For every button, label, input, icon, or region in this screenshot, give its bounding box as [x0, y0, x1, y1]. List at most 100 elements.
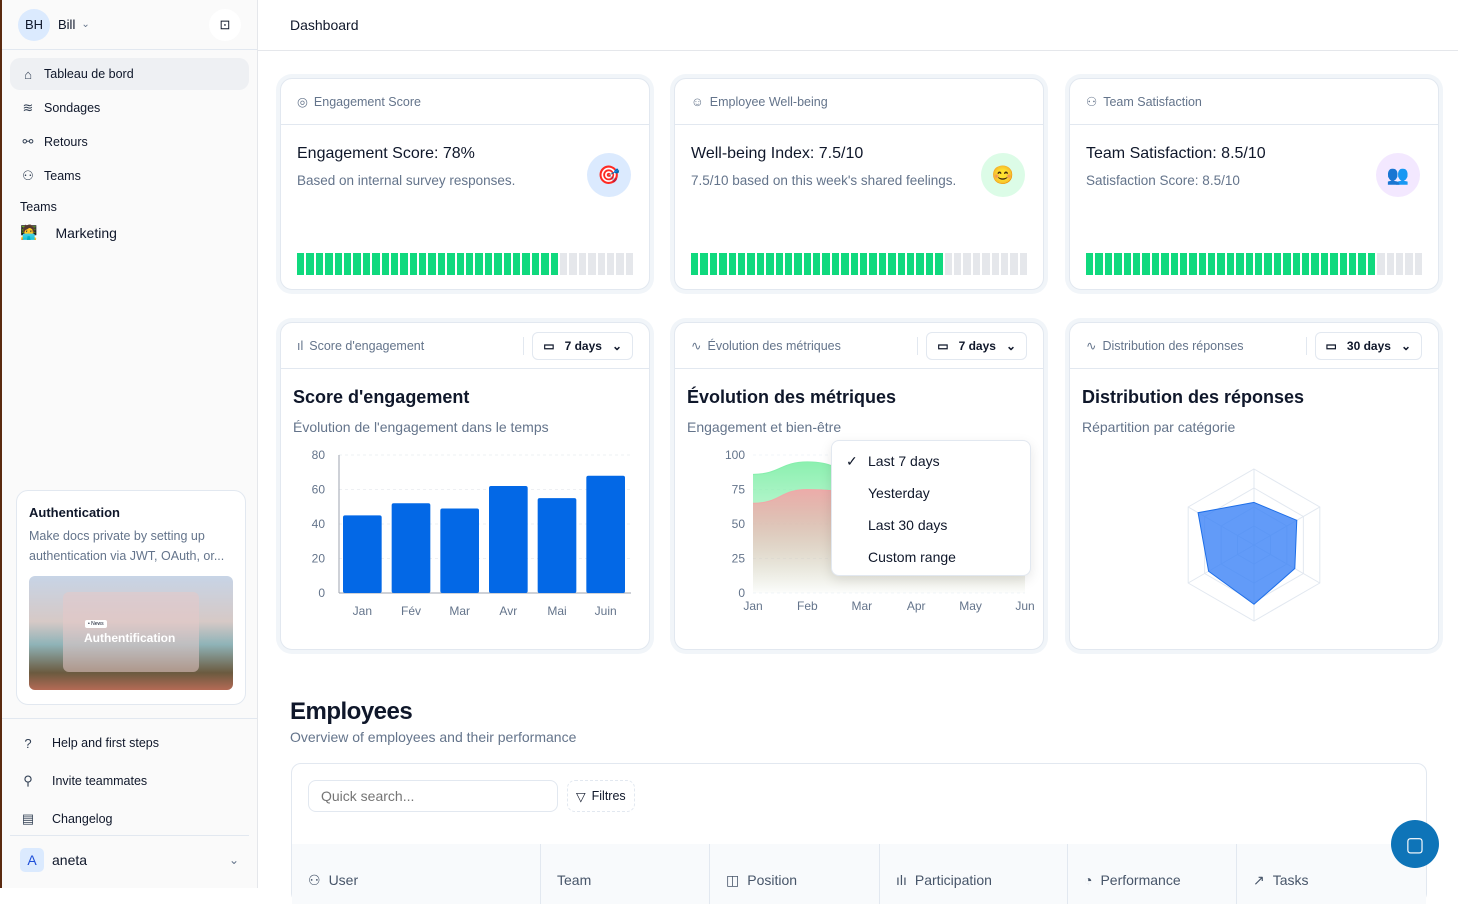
- progress-segment: [1198, 253, 1207, 275]
- bar: [440, 508, 479, 593]
- sidebar-item-dashboard[interactable]: ⌂ Tableau de bord: [10, 58, 249, 90]
- card-header: Score d'engagement: [309, 338, 425, 353]
- dropdown-item[interactable]: ✓ Last 7 days: [832, 445, 1030, 477]
- check-icon: ✓: [846, 452, 858, 469]
- progress-segment: [1301, 253, 1310, 275]
- help-link[interactable]: ? Help and first steps: [10, 725, 249, 761]
- progress-segment: [766, 253, 774, 275]
- y-tick-label: 100: [725, 448, 745, 462]
- column-performance[interactable]: ◔ Performance: [1068, 844, 1237, 904]
- dropdown-item-label: Custom range: [868, 549, 956, 565]
- bar: [391, 503, 431, 593]
- progress-segment: [1405, 253, 1413, 275]
- users-icon: ⚇: [308, 871, 321, 888]
- user-name[interactable]: Bill: [58, 17, 76, 32]
- nav-label: Invite teammates: [52, 774, 148, 788]
- progress-segment: [1151, 253, 1160, 275]
- progress-segment: [1414, 253, 1423, 275]
- progress-segment: [756, 253, 765, 275]
- promo-card[interactable]: Authentication Make docs private by sett…: [16, 490, 246, 705]
- x-tick-label: Avr: [499, 604, 517, 618]
- column-label: Position: [747, 872, 798, 888]
- progress-segment: [578, 253, 587, 275]
- range-select[interactable]: ▭ 30 days ⌄: [1314, 331, 1422, 360]
- teams-heading: Teams: [20, 200, 57, 214]
- y-tick-label: 25: [732, 552, 746, 566]
- invite-link[interactable]: ⚲ Invite teammates: [10, 763, 249, 799]
- sidebar-item-feedback[interactable]: ⚯ Retours: [10, 126, 249, 158]
- account-name: aneta: [52, 852, 88, 868]
- progress-segment: [1142, 253, 1150, 275]
- progress-segment: [869, 253, 877, 275]
- briefcase-icon: ◫: [726, 871, 740, 888]
- progress-segment: [822, 253, 830, 275]
- filter-button[interactable]: ▽ Filtres: [567, 780, 635, 812]
- stat-subtitle: Satisfaction Score: 8.5/10: [1086, 173, 1240, 188]
- progress-segment: [1179, 253, 1188, 275]
- progress-segment: [343, 253, 352, 275]
- progress-segment: [1358, 253, 1366, 275]
- filter-label: Filtres: [591, 789, 626, 803]
- team-emoji-icon: 🧑‍💻: [20, 224, 38, 240]
- progress-segment: [1236, 253, 1244, 275]
- chevron-down-icon: ⌄: [611, 338, 622, 353]
- progress-segment: [803, 253, 812, 275]
- progress-segment: [963, 253, 971, 275]
- sidebar-toggle-icon[interactable]: ⊡: [209, 8, 241, 41]
- progress-segment: [512, 253, 521, 275]
- column-team[interactable]: Team: [541, 844, 710, 904]
- progress-segment: [813, 253, 821, 275]
- smile-emoji-icon: 😊: [981, 153, 1025, 197]
- progress-segment: [1367, 253, 1376, 275]
- progress-segment: [1132, 253, 1141, 275]
- filter-icon: ▽: [576, 789, 586, 804]
- stat-subtitle: Based on internal survey responses.: [297, 173, 516, 188]
- changelog-link[interactable]: ▤ Changelog: [10, 801, 249, 837]
- user-menu[interactable]: BH Bill ⌄ ⊡: [2, 0, 257, 50]
- column-participation[interactable]: ılı Participation: [880, 844, 1068, 904]
- nav-label: Sondages: [44, 101, 101, 115]
- search-input[interactable]: [308, 780, 558, 812]
- nav-label: Teams: [44, 169, 81, 183]
- account-switcher[interactable]: A aneta ⌄: [10, 835, 249, 884]
- card-header: Engagement Score: [313, 94, 421, 109]
- progress-segment: [625, 253, 634, 275]
- progress-segment: [409, 253, 418, 275]
- bar: [489, 486, 528, 593]
- card-header: Évolution des métriques: [707, 338, 841, 353]
- range-value: 30 days: [1346, 338, 1391, 353]
- chevron-down-icon[interactable]: ⌄: [81, 19, 90, 30]
- y-tick-label: 80: [312, 448, 326, 462]
- range-select[interactable]: ▭ 7 days ⌄: [532, 331, 633, 360]
- progress-segment: [381, 253, 389, 275]
- layers-icon: ≋: [22, 100, 34, 115]
- chevron-down-icon: ⌄: [1400, 338, 1411, 353]
- calendar-icon: ▭: [1325, 338, 1337, 353]
- stat-title: Well-being Index: 7.5/10: [691, 145, 864, 162]
- dropdown-item[interactable]: Custom range: [832, 541, 1030, 573]
- progress-segment: [419, 253, 427, 275]
- chat-launcher-icon[interactable]: ▢: [1391, 820, 1439, 868]
- progress-segment: [709, 253, 718, 275]
- sidebar-item-teams[interactable]: ⚇ Teams: [10, 160, 249, 192]
- calendar-icon: ▭: [937, 338, 949, 353]
- progress-segment: [1339, 253, 1347, 275]
- progress-segment: [944, 253, 952, 275]
- chart-title: Évolution des métriques: [687, 387, 897, 407]
- progress-segment: [559, 253, 568, 275]
- y-tick-label: 75: [732, 483, 746, 497]
- dropdown-item[interactable]: Yesterday: [832, 477, 1030, 509]
- bar: [586, 475, 625, 593]
- sidebar-item-surveys[interactable]: ≋ Sondages: [10, 92, 249, 124]
- range-select[interactable]: ▭ 7 days ⌄: [926, 331, 1027, 360]
- progress-segment: [456, 253, 465, 275]
- column-tasks[interactable]: ↗ Tasks: [1237, 844, 1426, 904]
- progress-segment: [1161, 253, 1169, 275]
- progress-segment: [466, 253, 474, 275]
- column-position[interactable]: ◫ Position: [710, 844, 880, 904]
- team-marketing[interactable]: 🧑‍💻 Marketing: [10, 220, 249, 245]
- dropdown-item[interactable]: Last 30 days: [832, 509, 1030, 541]
- page-title: Dashboard: [290, 17, 359, 33]
- column-user[interactable]: ⚇ User: [292, 844, 541, 904]
- progress-segment: [550, 253, 558, 275]
